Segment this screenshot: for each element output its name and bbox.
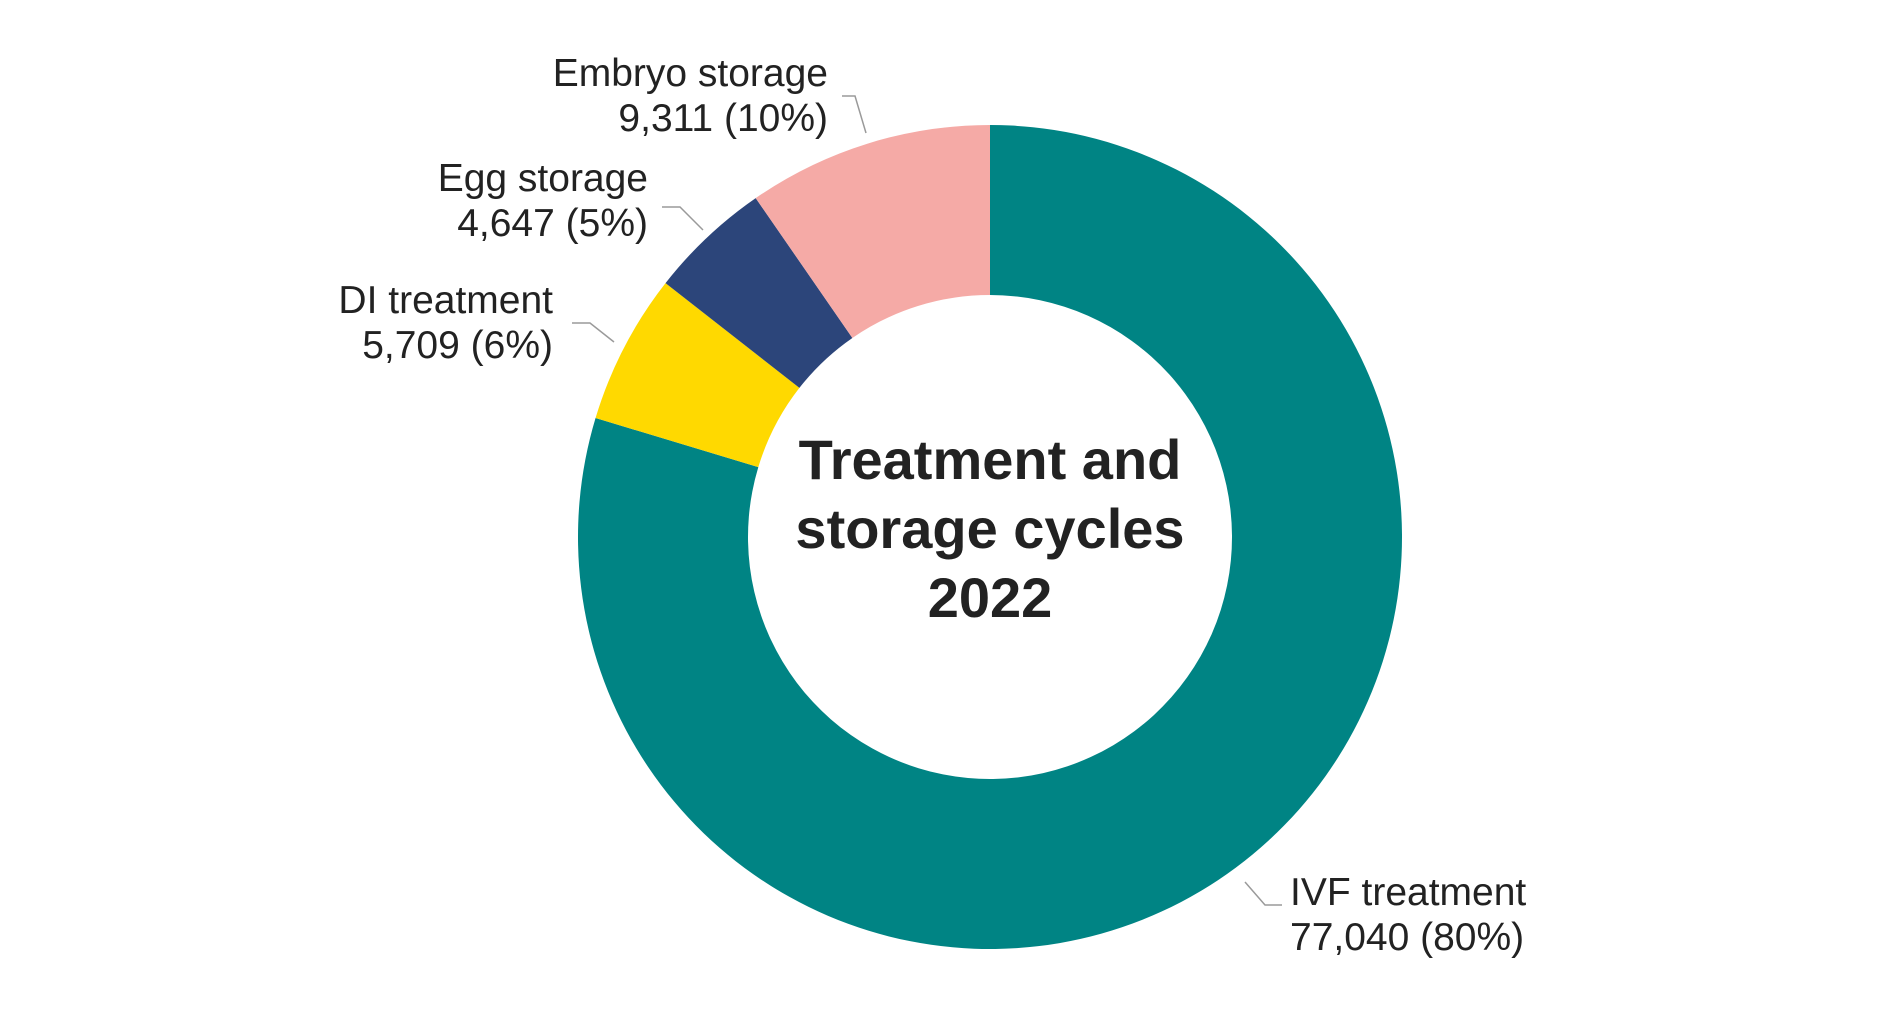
slice-label-name: Egg storage (438, 157, 648, 200)
donut-slices (577, 125, 1403, 950)
leader-lines (572, 95, 1282, 906)
leader-line-di-treatment (572, 322, 615, 343)
slice-egg-storage (665, 198, 853, 388)
slice-label-name: DI treatment (338, 279, 553, 322)
slice-label-value: 77,040 (80%) (1290, 916, 1524, 959)
leader-line-egg-storage (662, 206, 704, 231)
leader-line-ivf-treatment (1244, 881, 1282, 906)
leader-line-embryo-storage (842, 95, 867, 134)
slice-label-name: IVF treatment (1290, 871, 1526, 914)
center-title: Treatment and storage cycles 2022 (795, 428, 1184, 629)
slice-label-value: 9,311 (10%) (618, 97, 828, 140)
slice-di-treatment (595, 283, 800, 468)
center-title-line-3: 2022 (928, 566, 1053, 629)
slice-label-value: 4,647 (5%) (457, 202, 648, 245)
slice-ivf-treatment (577, 125, 1403, 950)
center-title-line-1: Treatment and (799, 428, 1182, 491)
slice-embryo-storage (755, 125, 990, 338)
slice-label-value: 5,709 (6%) (362, 324, 553, 367)
center-title-line-2: storage cycles (795, 497, 1184, 560)
slice-label-name: Embryo storage (553, 52, 828, 95)
